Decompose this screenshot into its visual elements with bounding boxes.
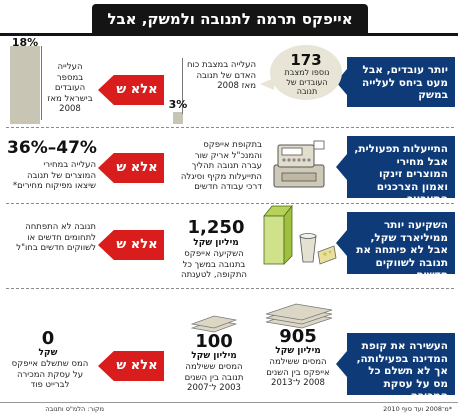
row-separator-3 (6, 288, 454, 289)
no-expansion-text: תנובה לא התפתחה לתחומים חדשים או לשווקים… (16, 222, 96, 253)
claim-text-3: השקיעה יותר ממיליארד שקל, אבל לא פיתחה א… (356, 219, 448, 281)
bubble-number: 173 (290, 51, 322, 69)
claim-panel-3: השקיעה יותר ממיליארד שקל, אבל לא פיתחה א… (347, 212, 455, 281)
israel-growth-pct: 18% (11, 36, 39, 49)
but-arrow-4: אלא ש (98, 351, 164, 381)
price-increase-text: העלייה במחירי המוצרים של תנובה שיצאו מפי… (12, 160, 96, 191)
page-title: אייפקס תרמה לתנובה ולמשק, אבל (92, 4, 368, 34)
claim-panel-1: יותר עובדים, אבל מעט ביחס לעלייה במשק (347, 57, 455, 107)
claim-text-4: העשירה את קופת המדינה בפעילותה, אך לא תש… (356, 340, 448, 402)
but-arrow-3: אלא ש (98, 230, 164, 260)
claim-panel-2: התייעלות תפעולית, אבל מחירי המוצרים זינק… (347, 136, 455, 205)
price-increase-range: 36%–47% (7, 138, 97, 158)
row-separator-2 (6, 203, 454, 204)
investment-unit: מיליון שקל (193, 238, 239, 248)
but-arrow-1: אלא ש (98, 75, 164, 105)
money-stack-small-icon (190, 315, 238, 333)
israel-growth-bar (10, 46, 40, 124)
sale-tax-unit: שקל (38, 348, 58, 358)
footer-rule (0, 402, 458, 403)
investment-number: 1,250 (187, 217, 245, 238)
bubble-text: נוספו למצבת העובדים של תנובה (284, 68, 330, 96)
workforce-growth-text: העלייה במצבת כוח האדם של תנובה מאז 2008 (186, 60, 256, 91)
but-arrow-2: אלא ש (98, 153, 164, 183)
claim-arrow-3 (336, 230, 347, 256)
apax-taxes-text: המסים ששילמה אייפקס בין השנים 2008 ל־201… (266, 357, 330, 388)
tnuva-taxes-text: המסים ששילמה תנובה בין השנים 2003 ל־2007 (184, 362, 244, 393)
title-underline (0, 33, 458, 36)
sale-tax-text: המס שתשלם אייפקס על עסקת המכירה לברייט פ… (11, 359, 89, 390)
tnuva-taxes-unit: מיליון שקל (191, 351, 237, 361)
money-stack-large-icon (265, 303, 333, 329)
claim-text-1: יותר עובדים, אבל מעט ביחס לעלייה במשק (362, 64, 448, 101)
row-separator-1 (6, 127, 454, 128)
footer-source: מקור: הלמ"ס ותנובה (45, 405, 104, 413)
tnuva-growth-pct: 3% (168, 98, 188, 111)
apax-taxes-unit: מיליון שקל (275, 346, 321, 356)
israel-bar-stem (41, 46, 42, 120)
speech-bubble (270, 45, 342, 100)
claim-arrow-4 (336, 351, 347, 377)
efficiency-text: בתקופת אייפקס והמנכ"ל אריק שור עברה תנוב… (180, 140, 262, 192)
tnuva-taxes-number: 100 (195, 331, 233, 352)
apax-taxes-number: 905 (279, 326, 317, 347)
footer-note: *מ־2008 ועד סוף 2010 (383, 405, 452, 413)
israel-growth-text: העלייה במספר העובדים בישראל מאז 2008 (47, 62, 93, 114)
claim-text-2: התייעלות תפעולית, אבל מחירי המוצרים זינק… (354, 143, 448, 205)
claim-panel-4: העשירה את קופת המדינה בפעילותה, אך לא תש… (347, 333, 455, 402)
cash-register-icon (273, 140, 325, 188)
dairy-products-icon (263, 204, 337, 265)
bubble-tail (260, 78, 274, 90)
claim-arrow-1 (336, 69, 347, 95)
tnuva-growth-bar (173, 112, 183, 124)
investment-text: השקיעה אייפקס בתנובה במשך כל התקופה, לטע… (181, 249, 247, 280)
sale-tax-number: 0 (41, 328, 55, 349)
claim-arrow-2 (336, 154, 347, 180)
growth-bar-stem (182, 58, 183, 114)
